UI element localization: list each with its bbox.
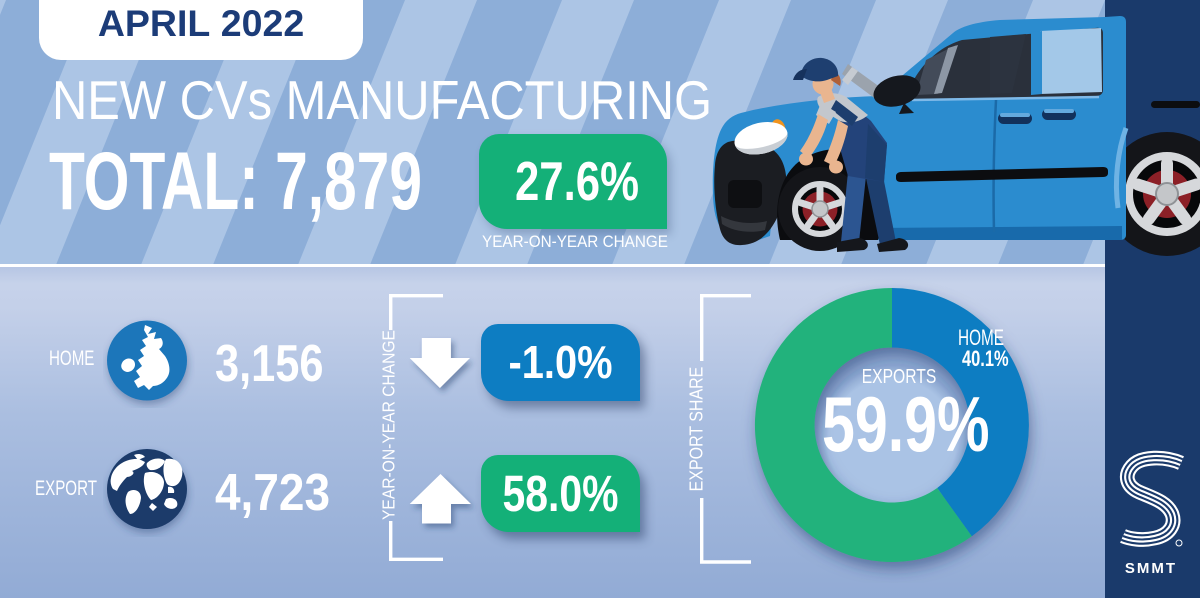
svg-text:SMMT: SMMT — [1125, 560, 1177, 577]
